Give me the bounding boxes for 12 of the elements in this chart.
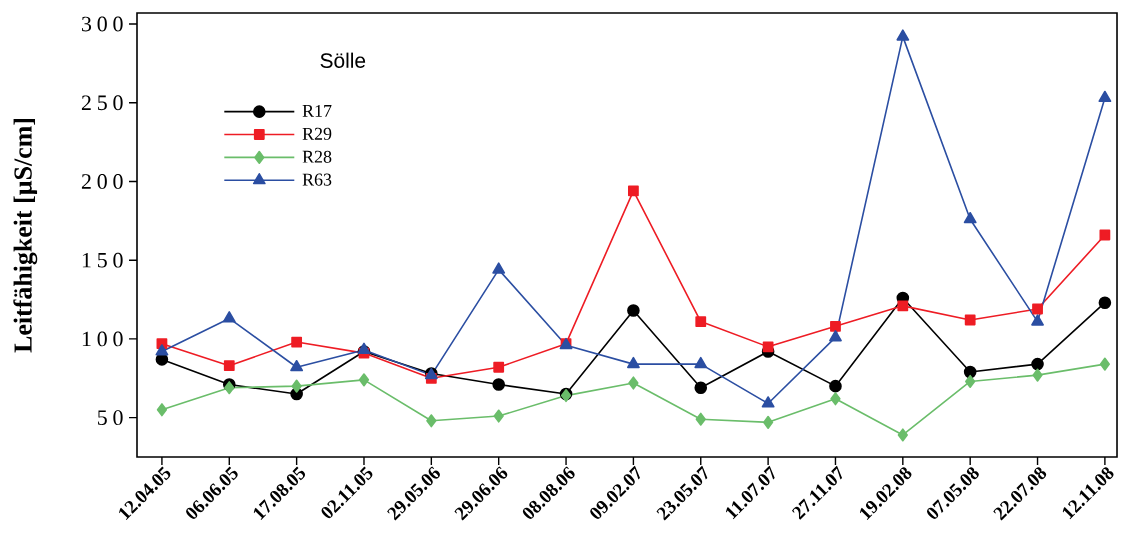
y-tick-label: 5 0 bbox=[98, 410, 123, 426]
text: Sölle bbox=[320, 52, 366, 68]
y-tick-label: 3 0 0 bbox=[82, 16, 123, 32]
legend-label: R29 bbox=[302, 127, 332, 140]
legend-label: R63 bbox=[302, 173, 332, 186]
y-axis-title: Leitfähigkeit [µS/cm] bbox=[13, 119, 38, 353]
legend-label: R28 bbox=[302, 150, 332, 163]
y-tick-label: 1 0 0 bbox=[82, 331, 123, 347]
y-tick-label: 1 5 0 bbox=[82, 252, 123, 268]
y-tick-label: 2 0 0 bbox=[81, 174, 123, 189]
y-tick-label: 2 5 0 bbox=[81, 95, 123, 111]
legend-label: R17 bbox=[302, 104, 332, 117]
